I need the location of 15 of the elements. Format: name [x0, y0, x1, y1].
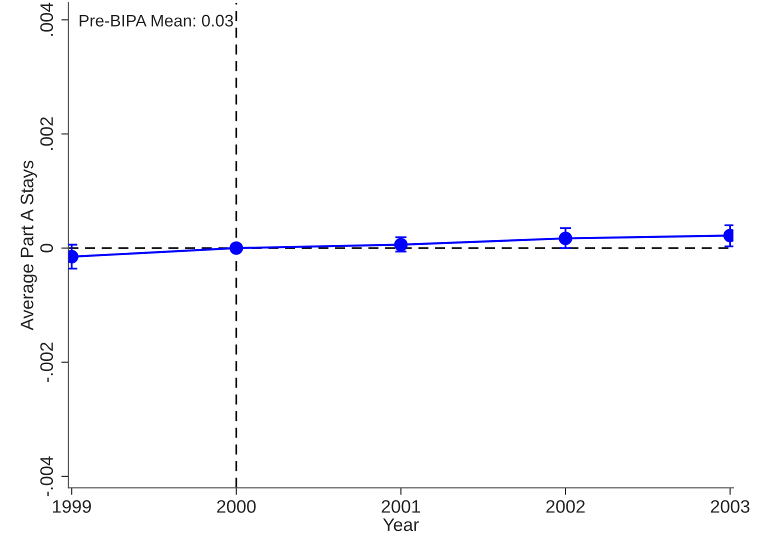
annotation: Pre-BIPA Mean: 0.03 — [80, 14, 233, 27]
y-tick-label: 0 — [40, 244, 54, 252]
point — [230, 241, 244, 255]
x-tick-label: 2002 — [546, 500, 585, 513]
x-tick-label: 2001 — [382, 500, 420, 513]
x-tick-label: 2003 — [710, 500, 750, 513]
point — [558, 232, 572, 246]
x-tick-label: 1999 — [52, 500, 91, 513]
y-tick-label: .002 — [40, 117, 54, 150]
y-tick-label: -.004 — [40, 456, 54, 496]
x-axis-title: Year — [383, 518, 419, 532]
y-axis-title: Average Part A Stays — [20, 160, 37, 330]
y-tick-label: .004 — [40, 2, 54, 36]
y-tick-label: -.002 — [40, 342, 54, 382]
x-tick-label: 2000 — [217, 500, 256, 513]
